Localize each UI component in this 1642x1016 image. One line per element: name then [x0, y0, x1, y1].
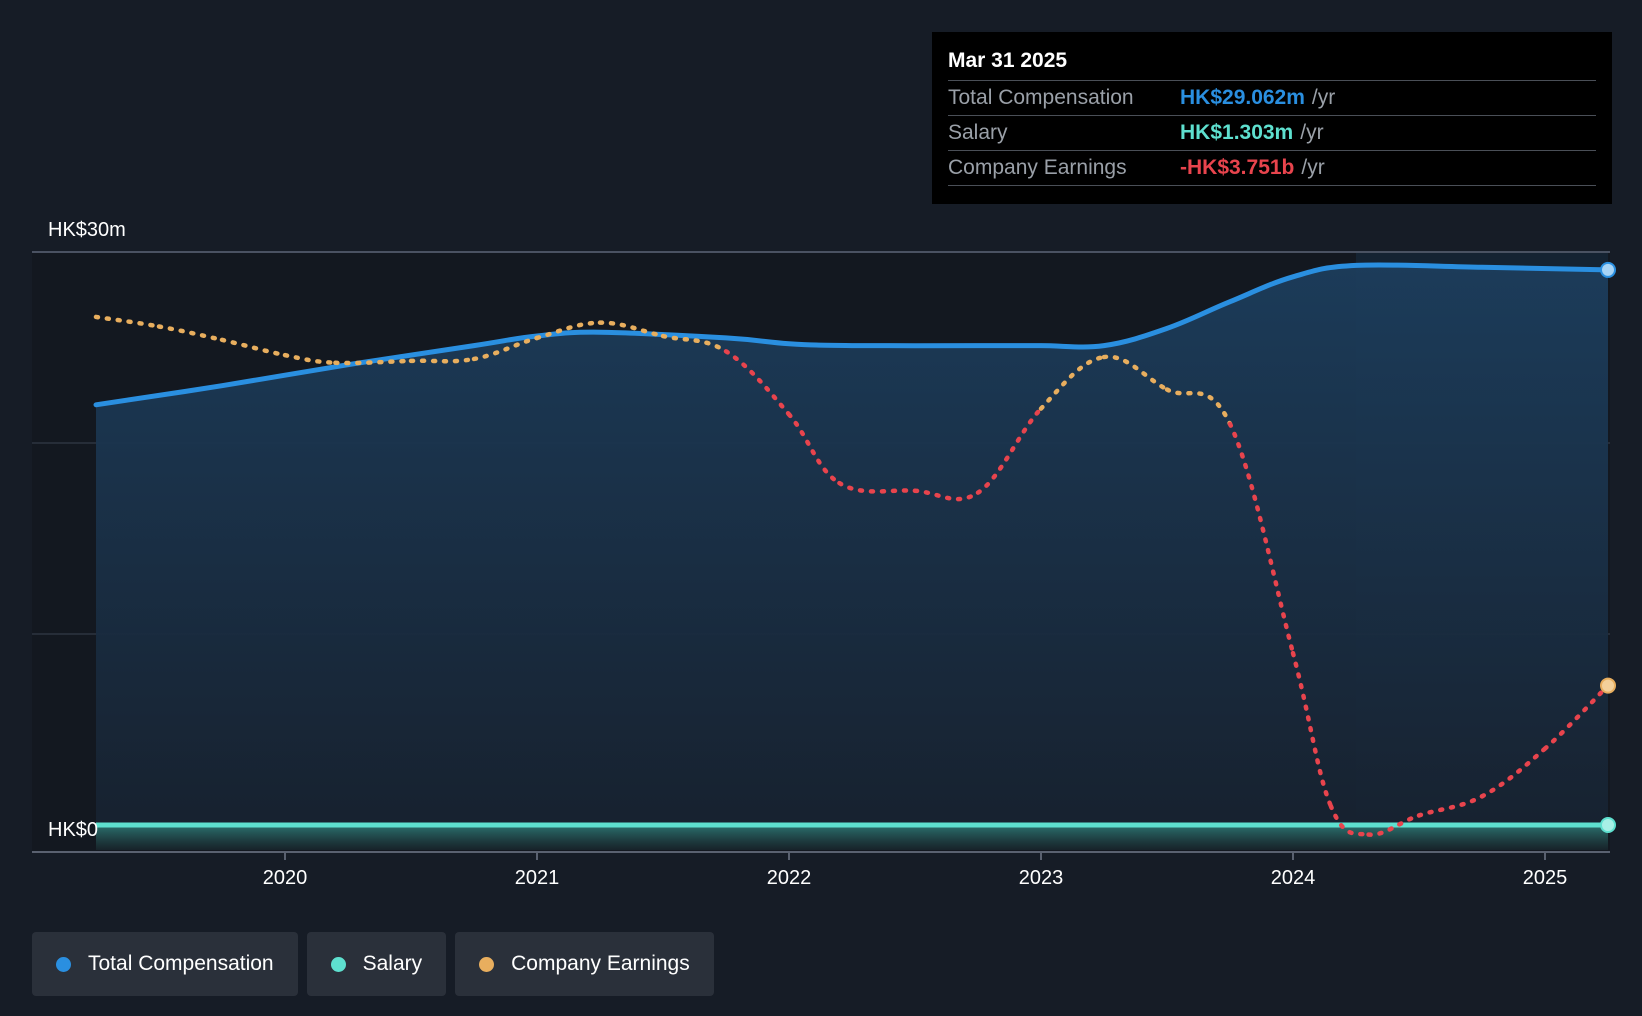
tooltip-unit: /yr — [1301, 156, 1325, 179]
x-axis-ticks: 2020 2021 2022 2023 2024 2025 — [263, 852, 1568, 889]
tooltip-label: Company Earnings — [948, 156, 1127, 179]
earnings-segment — [912, 488, 981, 502]
end-markers — [1600, 261, 1616, 833]
tooltip-unit: /yr — [1300, 121, 1324, 144]
earnings-segment — [1328, 803, 1371, 837]
earnings-segment — [471, 335, 540, 362]
earnings-segment — [1290, 650, 1334, 809]
tooltip-value: HK$29.062m — [1180, 86, 1305, 109]
earnings-segment — [1038, 354, 1107, 411]
earnings-segment — [1164, 387, 1233, 427]
earnings-segment — [1227, 421, 1296, 656]
earnings-segment — [93, 314, 162, 329]
x-tick-label: 2024 — [1271, 867, 1316, 889]
earnings-marker — [1600, 677, 1616, 694]
company-earnings-line — [93, 314, 1611, 837]
earnings-segment — [282, 352, 338, 366]
earnings-segment — [534, 320, 603, 341]
earnings-segment — [1366, 813, 1422, 837]
x-tick-label: 2020 — [263, 867, 308, 889]
x-tick-label: 2021 — [515, 867, 560, 889]
x-tick-label: 2023 — [1019, 867, 1064, 889]
tooltip-label: Salary — [948, 121, 1008, 144]
legend-item-salary[interactable]: Salary — [306, 932, 447, 996]
tooltip-value: -HK$3.751b — [1180, 156, 1295, 179]
legend-label: Salary — [362, 952, 423, 975]
earnings-segment — [786, 412, 842, 486]
tooltip-value: HK$1.303m — [1180, 121, 1294, 144]
earnings-segment — [723, 349, 792, 417]
salary-marker — [1600, 817, 1616, 833]
earnings-segment — [597, 320, 666, 339]
earnings-segment — [660, 333, 729, 354]
salary-area — [96, 827, 1608, 850]
earnings-segment — [1542, 683, 1611, 751]
legend-item-total-compensation[interactable]: Total Compensation — [32, 932, 298, 996]
legend: Total Compensation Salary Company Earnin… — [32, 932, 714, 996]
total-compensation-marker — [1600, 261, 1616, 278]
tooltip-row-total-compensation: Total Compensation HK$29.062m /yr — [948, 80, 1596, 115]
tooltip-row-company-earnings: Company Earnings -HK$3.751b /yr — [948, 150, 1596, 186]
tooltip-unit: /yr — [1311, 86, 1336, 109]
x-tick-label: 2022 — [767, 867, 812, 889]
tooltip-date: Mar 31 2025 — [948, 49, 1068, 72]
earnings-segment — [837, 480, 918, 494]
legend-dot-icon — [56, 956, 71, 972]
total-compensation-line — [93, 262, 1611, 408]
earnings-segment — [156, 324, 225, 343]
legend-dot-icon — [330, 956, 346, 972]
legend-label: Company Earnings — [511, 952, 690, 975]
tooltip-row-salary: Salary HK$1.303m /yr — [948, 115, 1596, 150]
earnings-segment — [333, 358, 414, 366]
earnings-segment — [408, 356, 477, 364]
earnings-segment — [975, 406, 1044, 495]
tooltip: Mar 31 2025 Total Compensation HK$29.062… — [932, 32, 1612, 204]
tooltip-label: Total Compensation — [948, 86, 1134, 109]
x-tick-label: 2025 — [1523, 867, 1568, 889]
earnings-segment — [219, 337, 288, 358]
y-axis-label-top: HK$30m — [48, 219, 126, 241]
legend-label: Total Compensation — [88, 952, 274, 975]
y-axis-label-bottom: HK$0 — [48, 819, 98, 841]
legend-dot-icon — [479, 956, 495, 972]
total-compensation-area — [96, 264, 1608, 825]
earnings-segment — [1101, 354, 1170, 392]
earnings-segment — [1416, 794, 1485, 818]
legend-item-company-earnings[interactable]: Company Earnings — [455, 932, 714, 996]
